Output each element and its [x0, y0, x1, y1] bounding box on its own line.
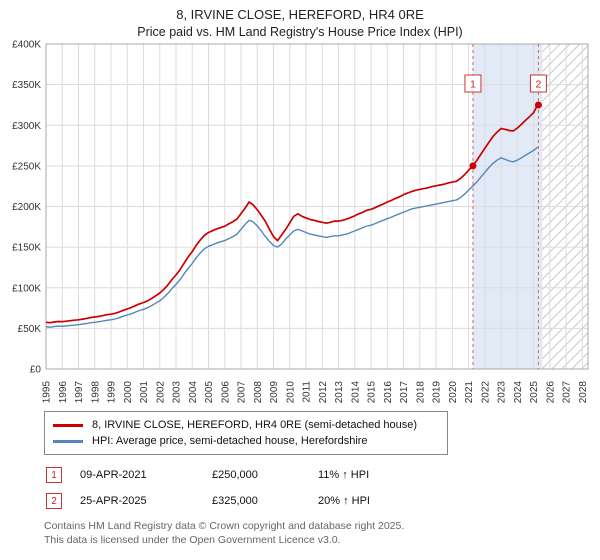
- sale-flag-box: [464, 74, 482, 93]
- x-tick-label: 2002: [155, 381, 166, 404]
- x-tick-label: 1999: [107, 381, 118, 404]
- x-tick-label: 2028: [578, 381, 589, 404]
- plot-border: [45, 43, 589, 370]
- x-tick-label: 2010: [285, 381, 296, 404]
- y-tick-label: £250K: [12, 161, 41, 172]
- y-tick-label: £150K: [12, 243, 41, 254]
- x-tick-label: 2003: [172, 381, 183, 404]
- page: 8, IRVINE CLOSE, HEREFORD, HR4 0RE Price…: [12, 7, 600, 547]
- hpi-line: [45, 146, 539, 328]
- sale-2-marker: 2: [46, 493, 62, 509]
- sale-row-1: 1 09-APR-2021 £250,000 11% ↑ HPI: [46, 467, 600, 483]
- sale-2-date: 25-APR-2025: [80, 495, 147, 507]
- property-price-line: [45, 104, 539, 324]
- x-tick-label: 2008: [253, 381, 264, 404]
- legend-item-hpi: HPI: Average price, semi-detached house,…: [53, 433, 439, 449]
- x-tick-label: 2013: [334, 381, 345, 404]
- sale-flag-number: 1: [470, 79, 476, 91]
- page-title: 8, IRVINE CLOSE, HEREFORD, HR4 0RE: [176, 7, 424, 22]
- sale-2-hpi-delta: 20% ↑ HPI: [318, 495, 370, 507]
- legend: 8, IRVINE CLOSE, HEREFORD, HR4 0RE (semi…: [44, 411, 448, 455]
- x-tick-label: 2024: [513, 381, 524, 404]
- x-tick-label: 2009: [269, 381, 280, 404]
- footer-line-2: This data is licensed under the Open Gov…: [44, 534, 341, 547]
- sale-2-price: £325,000: [212, 495, 258, 507]
- x-tick-label: 2016: [383, 381, 394, 404]
- y-tick-label: £0: [30, 365, 42, 376]
- x-tick-label: 2021: [464, 381, 475, 404]
- sale-1-date: 09-APR-2021: [80, 469, 147, 481]
- x-tick-label: 2023: [497, 381, 508, 404]
- hpi-line-swatch: [53, 439, 83, 443]
- x-tick-label: 2017: [399, 381, 410, 404]
- x-tick-label: 1996: [58, 381, 69, 404]
- y-tick-label: £300K: [12, 121, 41, 132]
- x-tick-label: 2012: [318, 381, 329, 404]
- copyright-footer: Contains HM Land Registry data © Crown c…: [44, 519, 600, 547]
- y-tick-label: £50K: [18, 324, 42, 335]
- footer-line-1: Contains HM Land Registry data © Crown c…: [44, 520, 405, 532]
- x-tick-label: 2018: [415, 381, 426, 404]
- x-tick-label: 2019: [432, 381, 443, 404]
- sale-point-dot: [534, 101, 542, 109]
- sale-1-price: £250,000: [212, 469, 258, 481]
- x-tick-label: 1997: [74, 381, 85, 404]
- x-tick-label: 1998: [90, 381, 101, 404]
- x-tick-label: 2022: [480, 381, 491, 404]
- sale-1-marker: 1: [46, 467, 62, 483]
- legend-label-hpi: HPI: Average price, semi-detached house,…: [92, 435, 368, 447]
- x-tick-label: 2007: [237, 381, 248, 404]
- x-tick-label: 2014: [350, 381, 361, 404]
- property-line-swatch: [53, 423, 83, 427]
- x-tick-label: 2004: [188, 381, 199, 404]
- sale-flag-box: [529, 74, 547, 93]
- y-tick-label: £100K: [12, 283, 41, 294]
- legend-item-property: 8, IRVINE CLOSE, HEREFORD, HR4 0RE (semi…: [53, 417, 439, 433]
- x-tick-label: 2001: [139, 381, 150, 404]
- x-tick-label: 2026: [545, 381, 556, 404]
- x-tick-label: 2027: [562, 381, 573, 404]
- x-tick-label: 2015: [367, 381, 378, 404]
- x-tick-label: 2006: [220, 381, 231, 404]
- x-tick-label: 1995: [42, 381, 53, 404]
- x-tick-label: 2025: [529, 381, 540, 404]
- price-history-chart: £0 £50K £100K £150K £200K £250K £300K £350K £400…: [12, 40, 589, 404]
- x-tick-label: 2011: [302, 381, 313, 403]
- sale-point-dot: [469, 162, 477, 170]
- page-subtitle: Price paid vs. HM Land Registry's House …: [137, 25, 463, 39]
- legend-label-property: 8, IRVINE CLOSE, HEREFORD, HR4 0RE (semi…: [92, 419, 418, 431]
- x-tick-label: 2005: [204, 381, 215, 404]
- sale-1-hpi-delta: 11% ↑ HPI: [318, 469, 370, 481]
- sale-annotations: 1 09-APR-2021 £250,000 11% ↑ HPI 2 25-AP…: [46, 467, 600, 509]
- sale-row-2: 2 25-APR-2025 £325,000 20% ↑ HPI: [46, 493, 600, 509]
- sale-flag-number: 2: [536, 79, 542, 91]
- x-tick-label: 2020: [448, 381, 459, 404]
- y-tick-label: £350K: [12, 80, 41, 91]
- y-tick-label: £200K: [12, 202, 41, 213]
- x-tick-label: 2000: [123, 381, 134, 404]
- y-tick-label: £400K: [12, 40, 41, 51]
